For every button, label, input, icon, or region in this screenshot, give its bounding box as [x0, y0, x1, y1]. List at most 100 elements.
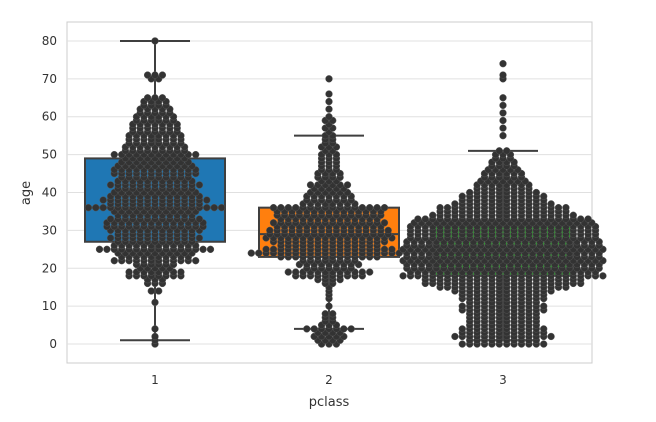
swarm-point — [503, 147, 511, 155]
swarm-point — [321, 310, 329, 318]
swarm-point — [554, 204, 563, 212]
swarm-point — [147, 287, 155, 295]
swarm-point — [158, 71, 167, 79]
y-tick-label: 30 — [42, 223, 57, 237]
swarm-point — [99, 196, 107, 204]
y-tick-label: 10 — [42, 299, 57, 313]
swarm-point — [466, 188, 474, 197]
swarm-point — [192, 257, 200, 265]
swarm-point — [399, 272, 407, 280]
swarm-point — [384, 226, 392, 235]
swarm-point — [110, 150, 118, 159]
swarm-point — [310, 325, 318, 333]
swarm-point — [203, 196, 211, 204]
swarm-point — [217, 204, 226, 212]
swarm-point — [458, 340, 466, 348]
swarm-point — [277, 204, 285, 212]
swarm-point — [547, 332, 555, 341]
swarm-point — [92, 204, 100, 212]
swarm-point — [329, 310, 337, 318]
swarm-point — [210, 204, 218, 212]
swarm-point — [499, 124, 507, 132]
swarm-point — [255, 249, 263, 257]
swarm-point — [199, 245, 207, 253]
y-tick-label: 50 — [42, 148, 57, 162]
swarm-point — [247, 249, 255, 257]
swarm-point — [358, 268, 366, 276]
swarm-point — [366, 268, 374, 276]
swarm-point — [499, 71, 507, 79]
swarm-point — [343, 181, 352, 189]
swarm-point — [443, 204, 452, 212]
swarm-point — [269, 219, 278, 227]
y-tick-label: 0 — [49, 337, 57, 351]
swarm-point — [325, 90, 333, 98]
swarm-point — [151, 94, 159, 102]
swarm-point — [266, 226, 274, 235]
swarm-point — [195, 215, 204, 223]
swarm-point — [143, 94, 152, 102]
swarm-point — [151, 298, 159, 307]
swarm-point — [499, 132, 507, 140]
swarm-point — [151, 37, 159, 45]
swarm-point — [303, 325, 311, 333]
swarm-point — [499, 94, 507, 102]
swarm-point — [325, 105, 333, 113]
swarm-point — [380, 245, 389, 253]
swarm-point — [99, 204, 107, 212]
swarm-point — [451, 332, 459, 341]
swarm-point — [436, 204, 444, 212]
x-axis-label: pclass — [309, 395, 350, 410]
swarm-point — [103, 245, 111, 253]
y-tick-label: 70 — [42, 72, 57, 86]
y-axis-ticks: 0 10 20 30 40 50 60 70 80 — [42, 34, 57, 351]
x-tick-label: 3 — [499, 373, 507, 387]
swarm-point — [151, 325, 159, 333]
swarm-point — [106, 181, 115, 189]
swarm-point — [540, 192, 548, 200]
y-tick-label: 80 — [42, 34, 57, 48]
swarm-point — [143, 71, 152, 79]
swarm-point — [495, 147, 503, 155]
swarm-point — [540, 302, 548, 310]
swarm-point — [429, 211, 437, 219]
swarm-point — [195, 181, 204, 189]
swarm-point — [347, 325, 355, 333]
swarm-point — [366, 204, 374, 212]
y-tick-label: 60 — [42, 110, 57, 124]
swarm-point — [151, 332, 159, 341]
swarm-point — [499, 101, 507, 110]
swarm-point — [540, 325, 548, 333]
y-tick-label: 40 — [42, 186, 57, 200]
swarm-point — [206, 245, 215, 253]
swarm-point — [177, 268, 185, 276]
swarm-point — [388, 245, 396, 253]
swarm-point — [421, 215, 429, 223]
swarm-point — [540, 340, 548, 348]
swarm-point — [499, 60, 507, 68]
swarm-point — [458, 325, 466, 333]
swarm-point — [414, 215, 422, 223]
swarm-point — [380, 219, 389, 227]
swarm-point — [458, 192, 466, 200]
swarm-point — [306, 181, 315, 189]
swarm-point — [125, 268, 133, 276]
x-tick-label: 2 — [325, 373, 333, 387]
swarm-point — [106, 234, 115, 242]
swarm-point — [584, 215, 592, 223]
swarm-point — [562, 204, 570, 212]
swarm-point — [547, 200, 555, 208]
swarm-point — [499, 109, 507, 117]
y-axis-label: age — [19, 181, 34, 205]
swarm-point — [151, 71, 159, 79]
x-tick-label: 1 — [151, 373, 159, 387]
swarm-point — [325, 97, 333, 106]
swarm-point — [358, 204, 366, 212]
swarm-point — [373, 204, 381, 212]
swarm-point — [269, 204, 278, 212]
swarm-point — [95, 245, 104, 253]
swarm-point — [325, 75, 333, 83]
swarm-point — [195, 234, 204, 242]
swarm-point — [284, 204, 292, 212]
